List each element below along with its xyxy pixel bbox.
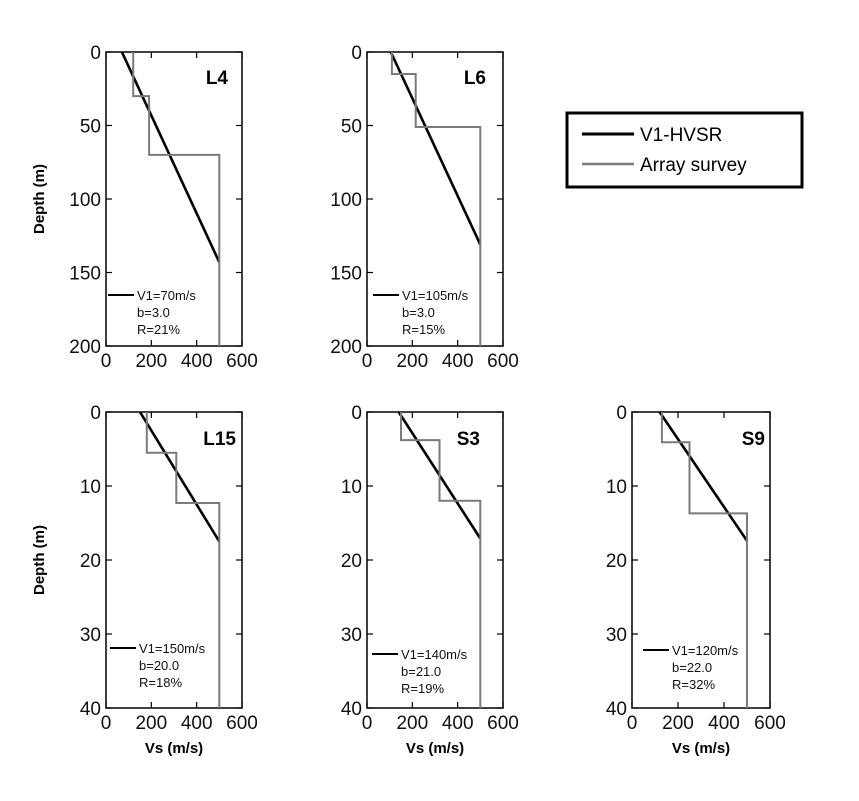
annotation-text: V1=105m/s (402, 288, 469, 303)
y-axis-label: Depth (m) (31, 525, 48, 595)
series-v1-hvsr (138, 411, 221, 543)
annotation-text: b=3.0 (402, 305, 435, 320)
y-tick-label: 50 (80, 117, 101, 138)
y-tick-label: 20 (606, 551, 627, 572)
y-tick-label: 30 (80, 625, 101, 646)
x-tick-label: 600 (754, 713, 786, 734)
series-v1-hvsr (389, 51, 482, 246)
annotation-text: V1=70m/s (137, 288, 196, 303)
x-tick-label: 600 (487, 351, 519, 372)
annotation-text: R=15% (402, 322, 445, 337)
annotation-text: V1=150m/s (139, 641, 206, 656)
x-tick-label: 400 (442, 713, 474, 734)
x-tick-label: 600 (226, 713, 258, 734)
x-tick-label: 0 (362, 351, 373, 372)
x-tick-label: 0 (101, 713, 112, 734)
y-tick-label: 40 (341, 699, 362, 720)
x-axis-label: Vs (m/s) (145, 740, 203, 757)
series-array-survey (132, 52, 221, 346)
x-tick-label: 200 (135, 351, 167, 372)
series-array-survey (390, 52, 482, 346)
y-tick-label: 10 (80, 477, 101, 498)
y-tick-label: 0 (616, 403, 627, 424)
x-tick-label: 400 (181, 713, 213, 734)
y-tick-label: 10 (606, 477, 627, 498)
x-tick-label: 0 (627, 713, 638, 734)
series-array-survey (145, 412, 221, 708)
annotation-text: R=21% (137, 322, 180, 337)
panel-title: L4 (206, 68, 229, 89)
x-tick-label: 200 (396, 351, 428, 372)
y-tick-label: 30 (606, 625, 627, 646)
y-tick-label: 10 (341, 477, 362, 498)
x-axis-label: Vs (m/s) (672, 740, 730, 757)
annotation-text: b=22.0 (672, 660, 712, 675)
y-tick-label: 150 (69, 264, 101, 285)
y-tick-label: 40 (80, 699, 101, 720)
y-tick-label: 20 (80, 551, 101, 572)
x-tick-label: 0 (101, 351, 112, 372)
y-tick-label: 40 (606, 699, 627, 720)
x-tick-label: 0 (362, 713, 373, 734)
panel-title: L6 (464, 68, 486, 89)
y-tick-label: 0 (351, 403, 362, 424)
annotation-text: V1=120m/s (672, 643, 739, 658)
x-tick-label: 200 (662, 713, 694, 734)
annotation-text: b=20.0 (139, 658, 179, 673)
y-tick-label: 100 (69, 190, 101, 211)
panel-title: L15 (203, 429, 236, 450)
x-tick-label: 400 (181, 351, 213, 372)
series-array-survey (660, 412, 748, 708)
series-v1-hvsr (120, 51, 221, 263)
y-tick-label: 200 (69, 337, 101, 358)
y-tick-label: 0 (90, 43, 101, 64)
annotation-text: b=3.0 (137, 305, 170, 320)
panel-title: S9 (742, 429, 765, 450)
annotation-text: R=18% (139, 675, 182, 690)
series-array-survey (400, 412, 482, 708)
y-tick-label: 0 (90, 403, 101, 424)
y-tick-label: 150 (330, 264, 362, 285)
legend: V1-HVSR Array survey (565, 111, 804, 189)
x-tick-label: 200 (396, 713, 428, 734)
panel-title: S3 (457, 429, 480, 450)
y-tick-label: 200 (330, 337, 362, 358)
annotation-text: V1=140m/s (401, 647, 468, 662)
x-axis-label: Vs (m/s) (406, 740, 464, 757)
legend-label-hvsr: V1-HVSR (640, 125, 722, 146)
y-tick-label: 100 (330, 190, 362, 211)
y-tick-label: 0 (351, 43, 362, 64)
annotation-text: R=32% (672, 677, 715, 692)
x-tick-label: 600 (487, 713, 519, 734)
annotation-text: b=21.0 (401, 664, 441, 679)
y-tick-label: 20 (341, 551, 362, 572)
y-axis-label: Depth (m) (31, 164, 48, 234)
x-tick-label: 200 (135, 713, 167, 734)
x-tick-label: 600 (226, 351, 258, 372)
y-tick-label: 50 (341, 117, 362, 138)
x-tick-label: 400 (708, 713, 740, 734)
annotation-text: R=19% (401, 681, 444, 696)
series-v1-hvsr (658, 411, 749, 542)
x-tick-label: 400 (442, 351, 474, 372)
y-tick-label: 30 (341, 625, 362, 646)
legend-box (565, 111, 804, 189)
legend-label-array: Array survey (640, 155, 747, 176)
